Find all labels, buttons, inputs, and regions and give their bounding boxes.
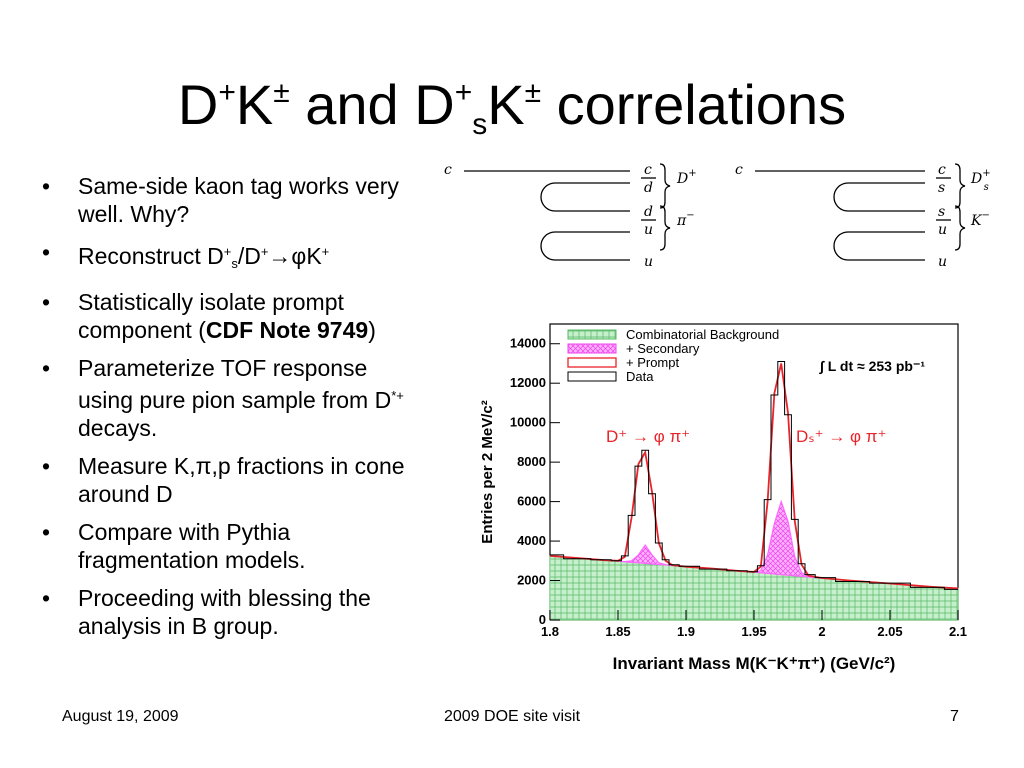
quark-label: u [644, 254, 653, 270]
y-tick-label: 4000 [517, 533, 546, 548]
bullet-marker: • [42, 355, 51, 381]
x-axis-label: Invariant Mass M(K⁻K⁺π⁺) (GeV/c²) [613, 654, 896, 673]
quark-label: s [938, 180, 945, 196]
x-tick-label: 1.85 [605, 624, 630, 639]
x-tick-label: 1.95 [741, 624, 766, 639]
quark-label: c [644, 162, 652, 178]
bullet-item: • Statistically isolate prompt component … [42, 289, 376, 343]
y-axis-label: Entries per 2 MeV/c² [479, 400, 496, 543]
x-tick-label: 1.8 [541, 624, 559, 639]
y-tick-label: 10000 [510, 415, 546, 430]
bullet-item: • Measure K,π,p fractions in cone around … [42, 453, 405, 507]
legend-label: Combinatorial Background [626, 327, 779, 342]
y-tick-label: 0 [539, 612, 546, 627]
d-plus-peak-label: D⁺ → φ π⁺ [606, 427, 690, 446]
footer-page-number: 7 [950, 708, 959, 725]
legend-label: + Secondary [626, 341, 700, 356]
slide-title: D+K± and D+sK± correlations [177, 73, 847, 141]
legend-swatch-secondary [567, 343, 617, 354]
legend-swatch-data [567, 371, 617, 382]
quark-label: c [444, 162, 452, 178]
y-tick-label: 6000 [517, 494, 546, 509]
x-tick-label: 2.05 [877, 624, 902, 639]
diagram-ds-plus [755, 163, 966, 261]
series-data-histogram [550, 361, 958, 590]
quark-flow-diagram: c c d D+ d u π− u c c s D+ s s u K− u [444, 162, 991, 270]
quark-label: c [735, 162, 743, 178]
meson-label: K− [970, 210, 990, 229]
legend-swatch-prompt [567, 357, 617, 368]
bullet-item: • Reconstruct D+s/D+→φK+ [42, 239, 330, 271]
cdf-note-reference: CDF Note 9749 [205, 317, 369, 343]
meson-label: D+ [676, 168, 697, 187]
y-tick-label: 14000 [510, 336, 546, 351]
legend-label: Data [626, 369, 654, 384]
bullet-item: • Same-side kaon tag works very well. Why… [42, 173, 399, 227]
mass-spectrum-chart: 1.8 1.85 1.9 1.95 2 2.05 2.1 0 2000 4000 6000 8000 1… [479, 323, 967, 673]
chart-legend: Combinatorial Background + Secondary + P… [567, 327, 779, 384]
legend-swatch-background [567, 329, 617, 340]
footer-date: August 19, 2009 [62, 708, 179, 725]
arrow-icon: → [268, 243, 292, 269]
bullet-item: • Parameterize TOF response using pure pi… [42, 355, 404, 441]
y-tick-label: 12000 [510, 375, 546, 390]
quark-label: s [938, 204, 945, 220]
x-tick-label: 1.9 [677, 624, 695, 639]
bullet-item: • Compare with Pythia fragmentation model… [42, 519, 306, 573]
y-tick-label: 8000 [517, 454, 546, 469]
quark-label: d [644, 204, 653, 220]
quark-label: u [938, 254, 947, 270]
bullet-marker: • [42, 519, 51, 545]
bullet-marker: • [42, 289, 51, 315]
quark-label: d [644, 180, 653, 196]
quark-label: u [938, 222, 947, 238]
quark-label: c [938, 162, 946, 178]
ds-plus-peak-label: Dₛ⁺ → φ π⁺ [796, 427, 887, 446]
x-tick-label: 2.1 [949, 624, 967, 639]
y-tick-label: 2000 [517, 573, 546, 588]
footer-event: 2009 DOE site visit [443, 708, 581, 725]
bullet-list: • Same-side kaon tag works very well. Why… [40, 172, 410, 650]
meson-label: D+ s [970, 168, 991, 193]
legend-label: + Prompt [626, 355, 679, 370]
quark-label: u [644, 222, 653, 238]
meson-label: π− [676, 210, 695, 229]
diagram-d-plus [464, 163, 671, 261]
bullet-marker: • [42, 173, 51, 199]
x-tick-label: 2 [818, 624, 825, 639]
bullet-marker: • [42, 239, 51, 265]
bullet-item: • Proceeding with blessing the analysis i… [42, 585, 371, 639]
bullet-marker: • [42, 453, 51, 479]
luminosity-annotation: ∫ L dt ≈ 253 pb⁻¹ [819, 358, 925, 375]
bullet-marker: • [42, 585, 51, 611]
